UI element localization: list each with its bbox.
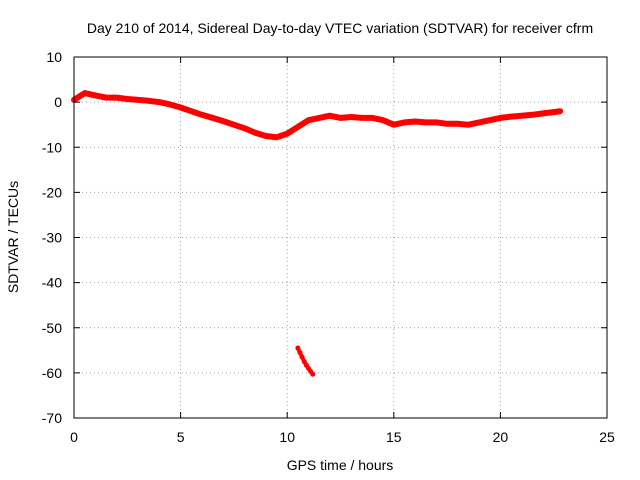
data-point	[306, 117, 312, 123]
data-point	[82, 90, 88, 96]
data-point	[497, 115, 503, 121]
data-point	[295, 124, 301, 130]
data-point	[519, 113, 525, 119]
data-point	[242, 125, 248, 131]
data-point	[178, 105, 184, 111]
y-axis-label: SDTVAR / TECUs	[5, 181, 21, 293]
x-tick-label: 15	[386, 429, 402, 445]
x-tick-label: 25	[599, 429, 615, 445]
data-point	[252, 130, 258, 136]
data-point	[135, 97, 141, 103]
data-point	[316, 115, 322, 121]
data-point	[551, 109, 557, 115]
data-point	[299, 354, 305, 360]
data-point	[401, 119, 407, 125]
chart-title: Day 210 of 2014, Sidereal Day-to-day VTE…	[87, 20, 593, 36]
data-point	[114, 95, 120, 101]
data-point	[465, 122, 471, 128]
data-point	[297, 350, 303, 356]
data-point	[476, 119, 482, 125]
y-tick-label: 0	[54, 94, 62, 110]
x-tick-label: 5	[177, 429, 185, 445]
x-axis-label: GPS time / hours	[287, 457, 394, 473]
data-point	[557, 108, 563, 114]
data-point	[338, 115, 343, 121]
data-point	[359, 115, 365, 121]
data-point	[210, 115, 216, 121]
data-point	[92, 92, 98, 98]
data-point	[540, 110, 546, 116]
data-series	[71, 90, 564, 377]
x-tick-label: 20	[493, 429, 509, 445]
data-point	[310, 371, 316, 377]
data-point	[231, 122, 237, 128]
data-point	[529, 112, 535, 118]
data-point	[369, 115, 375, 121]
data-point	[146, 98, 152, 104]
data-point	[380, 117, 386, 123]
data-point	[263, 133, 269, 139]
data-point	[348, 114, 354, 120]
y-tick-label: -60	[42, 365, 62, 381]
axis-ticks: 0 5 10 15 20 25 10 0 -10 -20 -30 -40 -50 -60 -70	[42, 49, 615, 445]
data-point	[433, 119, 439, 125]
data-point	[103, 95, 109, 101]
y-tick-label: -20	[42, 184, 62, 200]
data-point	[412, 119, 418, 125]
data-point	[444, 121, 450, 127]
data-point	[391, 122, 397, 128]
data-point	[284, 131, 290, 137]
y-tick-label: -70	[42, 410, 62, 426]
y-tick-label: 10	[46, 49, 62, 65]
x-tick-label: 0	[70, 429, 78, 445]
x-tick-label: 10	[279, 429, 295, 445]
data-point	[274, 134, 280, 140]
y-tick-label: -40	[42, 275, 62, 291]
data-point	[327, 113, 333, 119]
data-point	[301, 359, 307, 365]
data-point	[156, 99, 162, 105]
data-point	[455, 121, 461, 127]
data-point	[199, 112, 205, 118]
data-point	[167, 101, 173, 107]
data-point	[220, 118, 226, 124]
y-tick-label: -30	[42, 230, 62, 246]
data-point	[124, 96, 130, 102]
y-tick-label: -10	[42, 139, 62, 155]
data-point	[508, 114, 514, 120]
data-point	[188, 108, 194, 114]
data-point	[295, 345, 301, 351]
data-point	[423, 119, 429, 125]
y-tick-label: -50	[42, 320, 62, 336]
data-point	[487, 117, 493, 123]
